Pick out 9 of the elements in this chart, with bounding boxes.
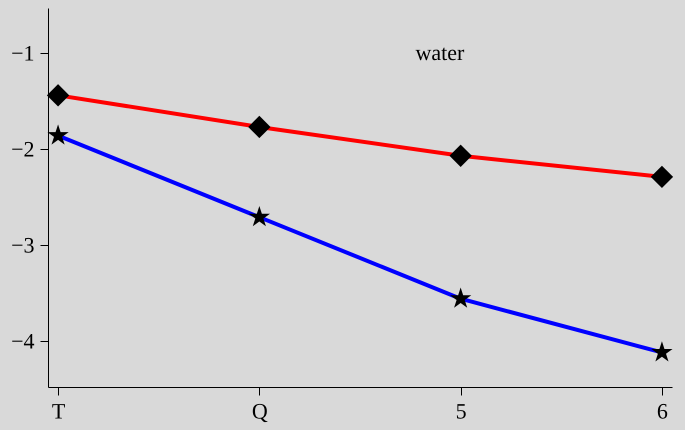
y-tick-label: −4 bbox=[11, 328, 34, 354]
y-tick-label: −1 bbox=[11, 40, 34, 66]
x-tick-label: 6 bbox=[656, 398, 668, 424]
x-tick-label: 5 bbox=[456, 398, 467, 424]
annotation: water bbox=[416, 40, 466, 65]
x-tick-label: T bbox=[52, 398, 66, 424]
y-tick-label: −2 bbox=[11, 136, 34, 162]
y-tick-label: −3 bbox=[11, 232, 34, 258]
x-tick-label: Q bbox=[252, 398, 268, 424]
